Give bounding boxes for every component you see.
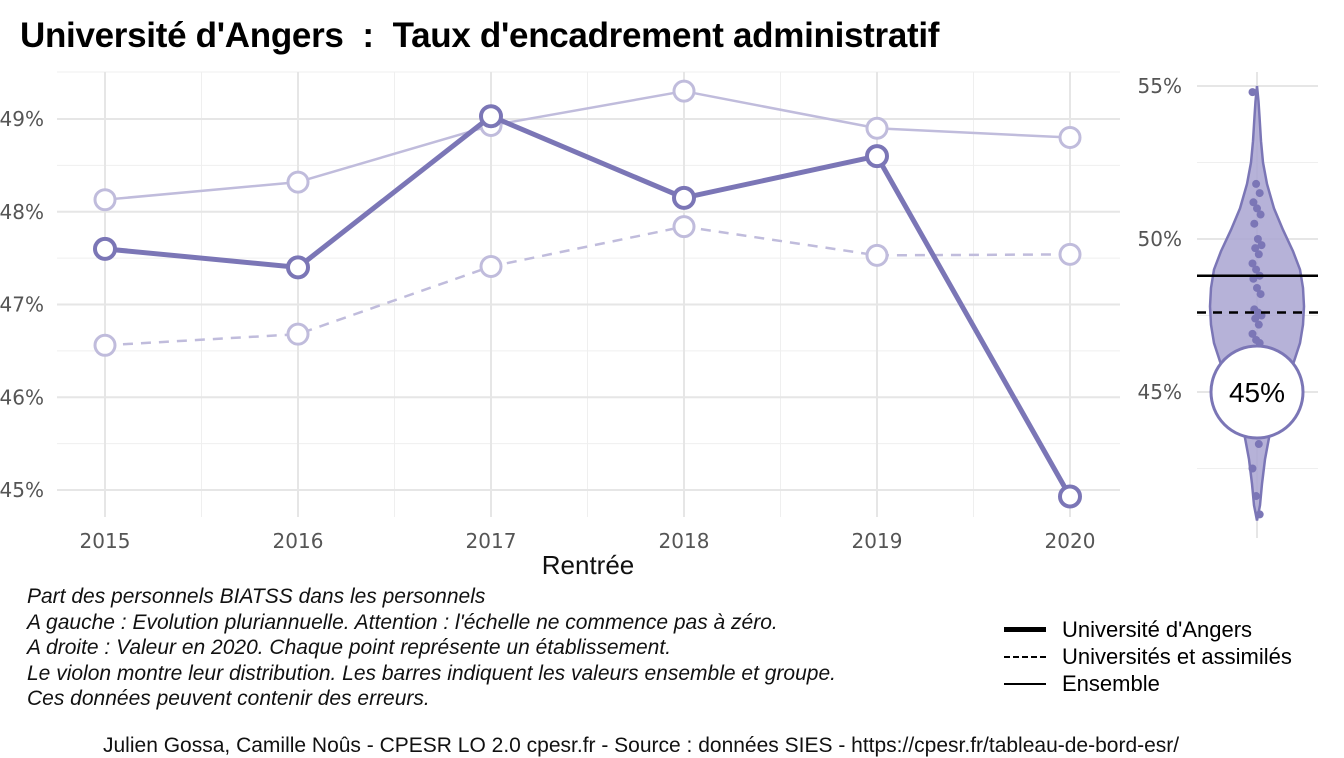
highlight-bubble: [1209, 344, 1305, 440]
series-ensemble-point: [865, 116, 889, 140]
legend-key-dashed: [1004, 655, 1046, 658]
left-y-ticks: 45% 46% 47% 48% 49%: [0, 107, 44, 502]
series-universites-point: [286, 322, 310, 346]
caption-line: Ces données peuvent contenir des erreurs…: [27, 687, 430, 710]
violin-point: [1248, 464, 1257, 473]
caption: Part des personnels BIATSS dans les pers…: [27, 584, 836, 712]
violin-point: [1253, 204, 1261, 213]
violin-point: [1255, 189, 1264, 198]
series-angers-line: [104, 113, 1073, 498]
y-tick-label: 48%: [0, 200, 44, 224]
legend-item: Université d'Angers: [1004, 616, 1292, 643]
left-series: [93, 79, 1082, 509]
x-tick-label: 2020: [1045, 529, 1096, 553]
violin-point: [1249, 198, 1258, 207]
y-tick-label: 45%: [0, 478, 44, 502]
legend-key-thick: [1004, 627, 1046, 632]
series-angers-point: [1058, 484, 1082, 509]
violin-plot: 45%: [1197, 85, 1318, 521]
x-tick-label: 2018: [659, 529, 710, 553]
series-angers-point: [93, 236, 117, 261]
right-y-ticks: 45% 50% 55%: [1138, 74, 1182, 404]
caption-line: A gauche : Evolution pluriannuelle. Atte…: [27, 610, 778, 634]
series-ensemble-line: [104, 89, 1071, 201]
caption-line: Le violon montre leur distribution. Les …: [27, 661, 836, 685]
x-tick-label: 2016: [273, 529, 324, 553]
left-x-ticks: 2015 2016 2017 2018 2019 2020: [80, 529, 1096, 553]
violin-point: [1250, 219, 1259, 228]
violin-point: [1257, 241, 1266, 250]
violin-point: [1252, 265, 1261, 274]
series-universites-point: [865, 243, 889, 267]
y-tick-label: 55%: [1138, 74, 1182, 98]
violin-point: [1256, 290, 1265, 299]
legend-key-solid: [1004, 682, 1046, 685]
violin-point: [1254, 440, 1263, 449]
legend-label: Ensemble: [1062, 671, 1160, 696]
x-tick-label: 2019: [852, 529, 903, 553]
series-universites-point: [93, 333, 117, 357]
legend-item: Universités et assimilés: [1004, 643, 1292, 670]
y-tick-label: 45%: [1138, 380, 1182, 404]
chart-title: Université d'Angers : Taux d'encadrement…: [20, 16, 940, 55]
caption-line: A droite : Valeur en 2020. Chaque point …: [27, 636, 672, 659]
series-ensemble-point: [286, 170, 310, 194]
violin-point: [1248, 329, 1257, 338]
x-tick-label: 2017: [466, 529, 517, 553]
y-tick-label: 47%: [0, 293, 44, 317]
violin-point: [1254, 320, 1263, 329]
series-angers-point: [286, 255, 310, 280]
legend-label: Universités et assimilés: [1062, 644, 1292, 669]
series-angers-point: [479, 104, 503, 129]
series-universites-point: [1058, 242, 1082, 266]
violin-point: [1253, 283, 1261, 292]
series-angers-point: [672, 185, 696, 210]
highlight-label: 45%: [1229, 377, 1285, 408]
violin-point: [1248, 88, 1257, 97]
violin-point: [1252, 492, 1261, 501]
violin-point: [1251, 244, 1260, 253]
source-note: Julien Gossa, Camille Noûs - CPESR LO 2.…: [103, 734, 1180, 757]
series-universites-point: [672, 215, 696, 239]
legend: Université d'Angers Universités et assim…: [1004, 616, 1292, 697]
violin-point: [1254, 250, 1263, 259]
series-universites-point: [479, 254, 503, 278]
violin-point: [1253, 235, 1262, 243]
chart-canvas: 45% 46% 47% 48% 49% 2015 2016 2017 2018 2019 2020…: [0, 71, 1318, 580]
series-angers-point: [865, 144, 889, 169]
y-tick-label: 50%: [1138, 227, 1182, 251]
legend-item: Ensemble: [1004, 670, 1292, 697]
x-axis-label: Rentrée: [542, 550, 635, 580]
y-tick-label: 46%: [0, 385, 44, 409]
violin-point: [1251, 314, 1260, 323]
violin-body: [1208, 85, 1306, 521]
violin-point: [1248, 259, 1257, 268]
violin-point: [1255, 510, 1264, 519]
series-ensemble-point: [672, 79, 696, 103]
x-tick-label: 2015: [80, 529, 131, 553]
legend-label: Université d'Angers: [1062, 617, 1253, 642]
caption-line: Part des personnels BIATSS dans les pers…: [27, 585, 486, 608]
left-grid: [57, 71, 1120, 517]
violin-point: [1252, 179, 1261, 188]
series-ensemble-point: [93, 188, 117, 212]
series-ensemble-point: [1058, 126, 1082, 150]
violin-point: [1256, 210, 1265, 219]
y-tick-label: 49%: [0, 107, 44, 131]
